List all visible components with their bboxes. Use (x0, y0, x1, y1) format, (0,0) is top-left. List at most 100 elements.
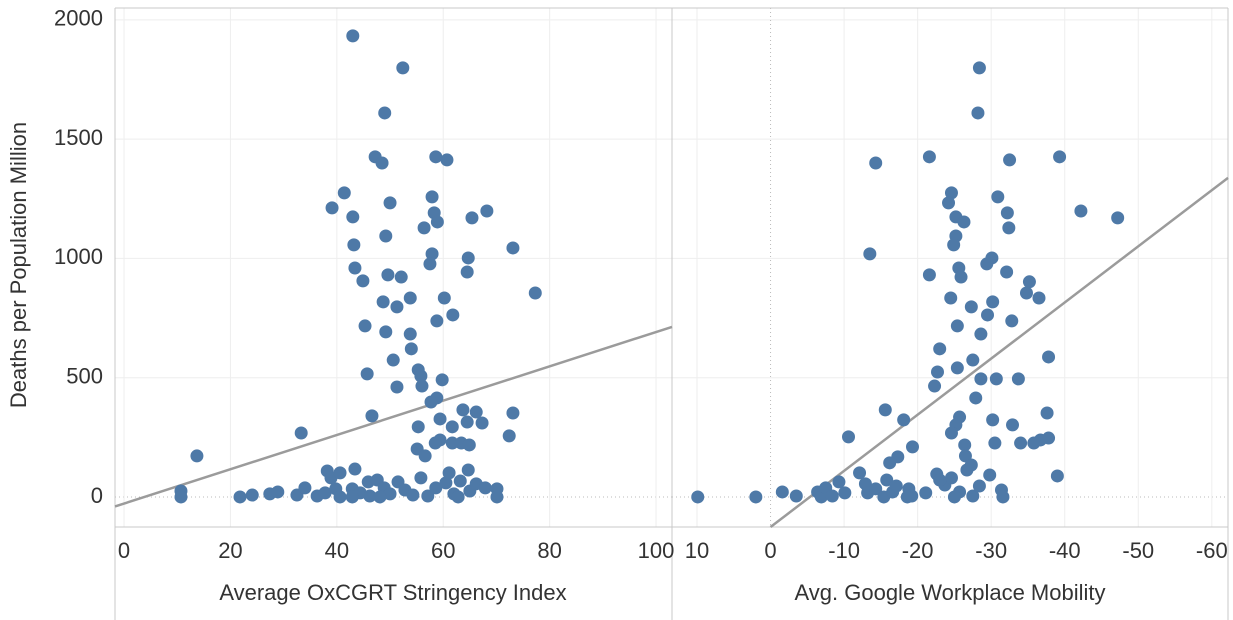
x-tick-label: -20 (902, 538, 934, 563)
data-point (869, 482, 883, 496)
data-point (403, 291, 417, 305)
data-point (363, 489, 377, 503)
data-point (838, 486, 852, 500)
data-point (950, 319, 964, 333)
data-point (966, 353, 980, 367)
data-point (842, 430, 856, 444)
x-tick-label: -60 (1196, 538, 1228, 563)
data-point (897, 413, 911, 427)
data-point (506, 406, 520, 420)
data-point (966, 489, 980, 503)
data-point (933, 473, 947, 487)
data-point (462, 438, 476, 452)
data-point (947, 238, 961, 252)
data-point (345, 490, 359, 504)
data-point (1005, 314, 1019, 328)
data-point (1011, 372, 1025, 386)
data-point (991, 190, 1005, 204)
y-tick-label: 1000 (54, 244, 103, 269)
data-point (944, 471, 958, 485)
data-point (905, 440, 919, 454)
data-point (245, 488, 259, 502)
x-axis-title: Avg. Google Workplace Mobility (795, 580, 1106, 605)
data-point (429, 150, 443, 164)
data-point (337, 186, 351, 200)
x-tick-label: 10 (685, 538, 709, 563)
data-point (1022, 275, 1036, 289)
data-point (1040, 406, 1054, 420)
data-point (425, 190, 439, 204)
data-point (381, 268, 395, 282)
data-point (383, 487, 397, 501)
data-point (969, 391, 983, 405)
data-point (346, 29, 360, 43)
data-point (1000, 265, 1014, 279)
x-tick-label: 20 (218, 538, 242, 563)
data-point (986, 413, 1000, 427)
data-point (446, 308, 460, 322)
data-point (356, 274, 370, 288)
data-point (461, 251, 475, 265)
data-point (465, 211, 479, 225)
data-point (386, 353, 400, 367)
data-point (986, 295, 1000, 309)
data-point (922, 150, 936, 164)
data-point (390, 300, 404, 314)
x-tick-label: 0 (764, 538, 776, 563)
data-point (417, 221, 431, 235)
data-point (423, 257, 437, 271)
data-point (379, 229, 393, 243)
data-point (988, 436, 1002, 450)
data-point (435, 373, 449, 387)
data-point (944, 291, 958, 305)
data-point (983, 468, 997, 482)
x-tick-label: 40 (325, 538, 349, 563)
data-point (430, 215, 444, 229)
data-point (832, 475, 846, 489)
data-point (404, 342, 418, 356)
y-tick-label: 2000 (54, 6, 103, 31)
data-point (989, 372, 1003, 386)
data-point (442, 466, 456, 480)
data-point (460, 415, 474, 429)
data-point (360, 367, 374, 381)
data-point (958, 438, 972, 452)
data-point (1111, 211, 1125, 225)
data-point (980, 257, 994, 271)
data-point (749, 490, 763, 504)
data-point (414, 369, 428, 383)
data-point (972, 479, 986, 493)
data-point (415, 379, 429, 393)
data-point (445, 420, 459, 434)
data-point (974, 327, 988, 341)
data-point (1074, 204, 1088, 218)
data-point (365, 409, 379, 423)
data-point (437, 291, 451, 305)
trend-line (769, 176, 1229, 528)
data-point (430, 314, 444, 328)
data-point (190, 449, 204, 463)
data-point (883, 456, 897, 470)
data-point (469, 405, 483, 419)
data-point (174, 490, 188, 504)
data-point (233, 490, 247, 504)
data-point (383, 196, 397, 210)
data-point (996, 490, 1010, 504)
data-point (853, 466, 867, 480)
data-point (406, 488, 420, 502)
x-tick-label: 100 (638, 538, 675, 563)
data-point (878, 403, 892, 417)
data-point (789, 489, 803, 503)
y-tick-label: 0 (91, 483, 103, 508)
data-point (971, 106, 985, 120)
data-point (453, 474, 467, 488)
data-point (863, 247, 877, 261)
data-point (379, 325, 393, 339)
data-point (490, 490, 504, 504)
data-point (294, 426, 308, 440)
data-point (1014, 436, 1028, 450)
data-point (333, 466, 347, 480)
data-point (947, 490, 961, 504)
data-point (944, 186, 958, 200)
